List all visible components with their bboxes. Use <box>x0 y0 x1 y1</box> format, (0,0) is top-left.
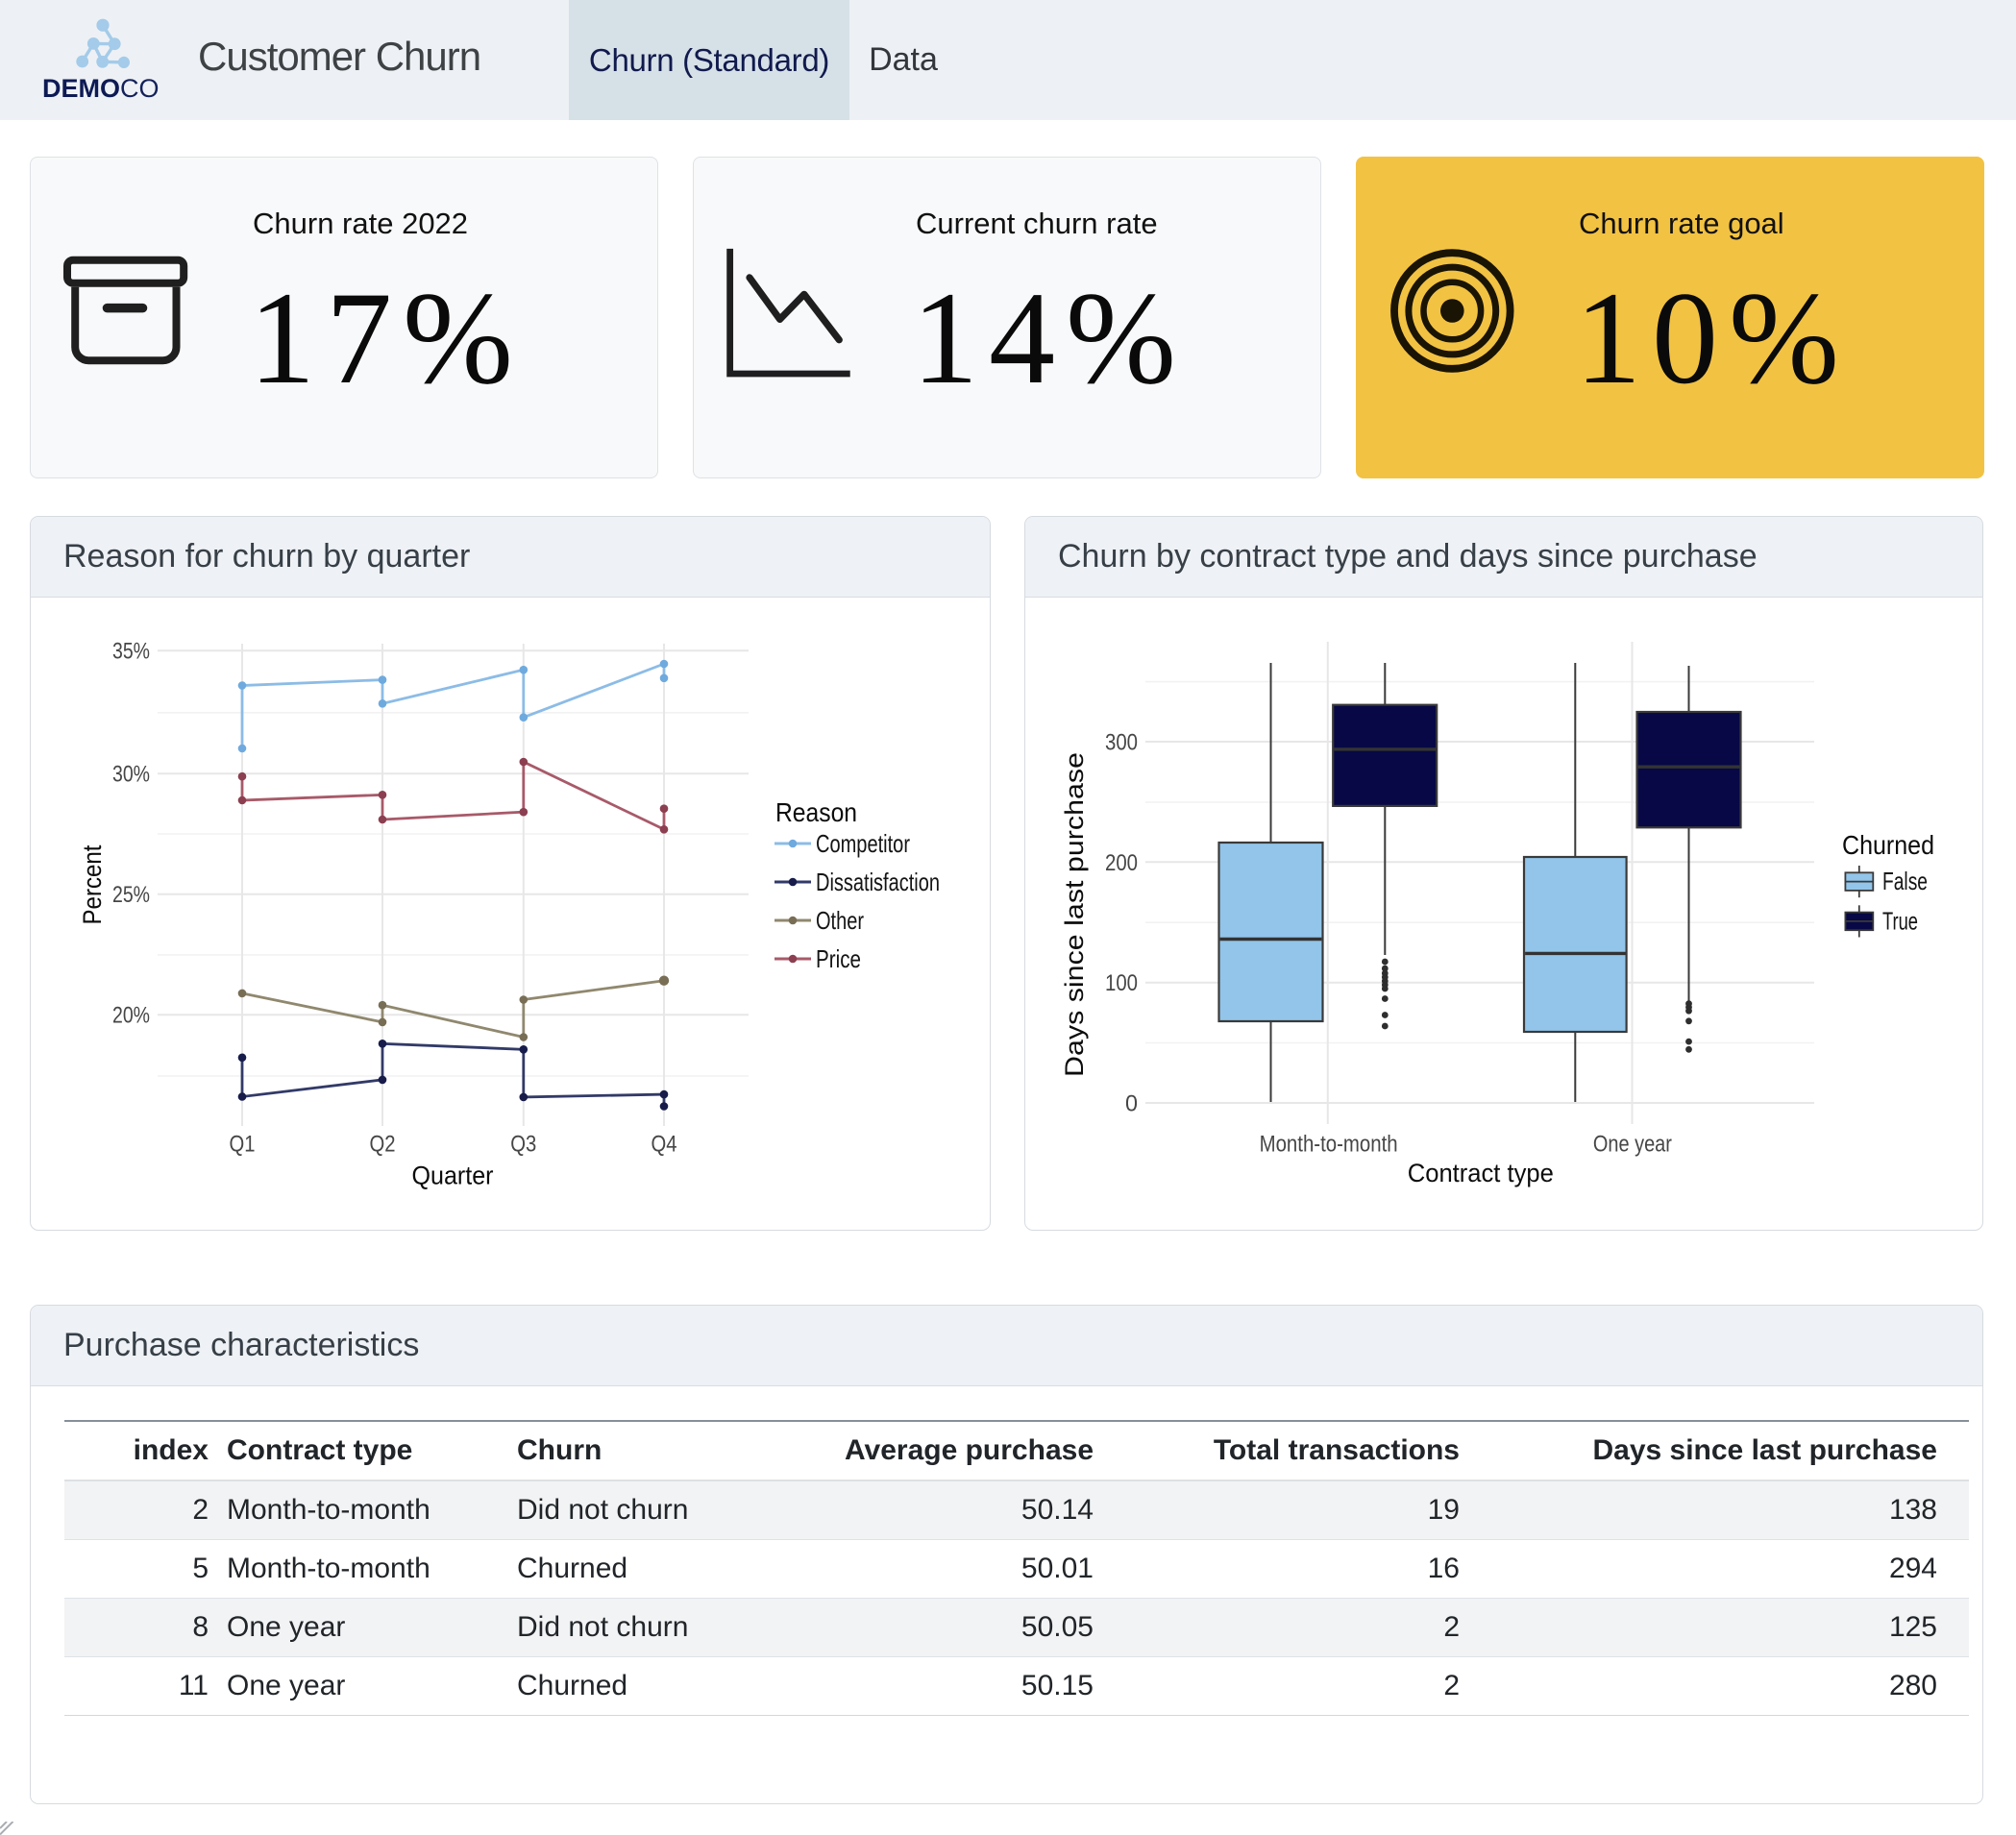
svg-text:Percent: Percent <box>78 844 107 924</box>
svg-text:Price: Price <box>816 944 861 973</box>
svg-text:0: 0 <box>1125 1091 1138 1117</box>
svg-text:Competitor: Competitor <box>816 829 910 858</box>
svg-text:100: 100 <box>1105 970 1138 996</box>
svg-text:Other: Other <box>816 906 864 935</box>
svg-text:Q1: Q1 <box>230 1132 256 1158</box>
svg-text:One year: One year <box>1593 1132 1672 1158</box>
svg-text:20%: 20% <box>112 1003 150 1029</box>
svg-text:35%: 35% <box>112 639 150 665</box>
svg-text:Quarter: Quarter <box>412 1162 494 1190</box>
svg-text:Q3: Q3 <box>510 1132 536 1158</box>
svg-text:25%: 25% <box>112 882 150 908</box>
svg-text:Q4: Q4 <box>652 1132 677 1158</box>
svg-text:True: True <box>1882 907 1918 936</box>
svg-text:False: False <box>1882 867 1928 895</box>
svg-text:300: 300 <box>1105 730 1138 756</box>
svg-text:Churned: Churned <box>1842 830 1934 860</box>
svg-text:Q2: Q2 <box>370 1132 396 1158</box>
svg-text:200: 200 <box>1105 850 1138 876</box>
svg-text:Contract type: Contract type <box>1408 1159 1554 1187</box>
svg-text:Days since last purchase: Days since last purchase <box>1060 752 1089 1077</box>
svg-text:30%: 30% <box>112 762 150 788</box>
svg-text:Dissatisfaction: Dissatisfaction <box>816 868 940 896</box>
svg-text:Reason: Reason <box>775 797 857 827</box>
svg-text:Month-to-month: Month-to-month <box>1260 1132 1398 1158</box>
